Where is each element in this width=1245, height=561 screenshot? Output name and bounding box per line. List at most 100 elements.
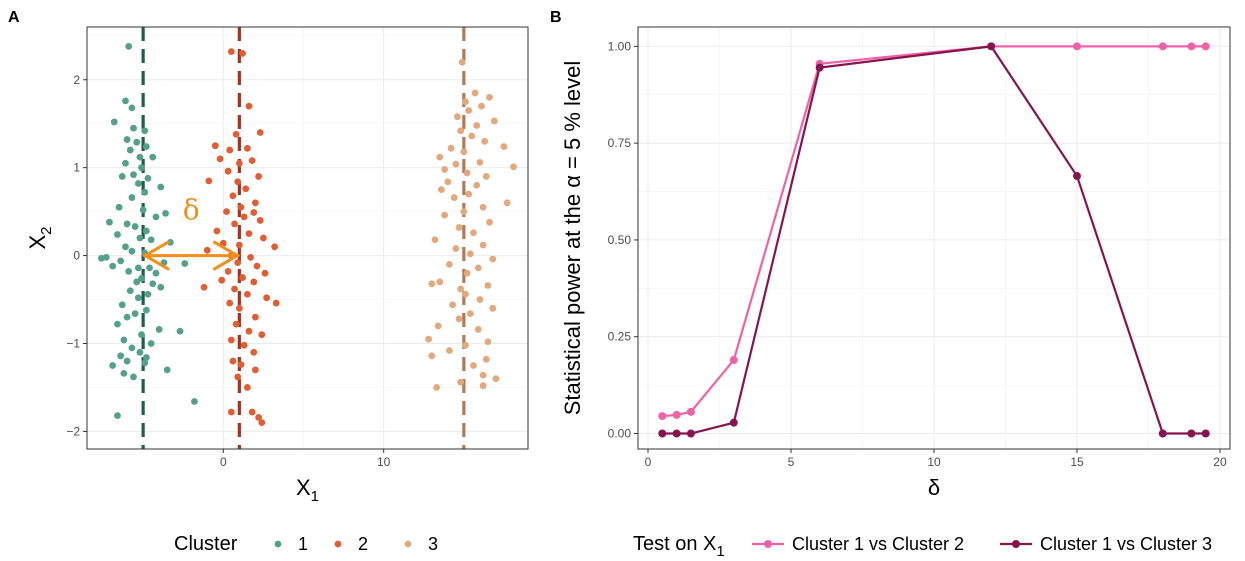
- cluster-3-point: [434, 322, 442, 330]
- series-2-point: [1158, 429, 1167, 438]
- cluster-3-point: [438, 186, 445, 194]
- series-1-point: [1072, 42, 1081, 51]
- cluster-2-point: [224, 167, 232, 175]
- cluster-3-point: [462, 290, 469, 298]
- cluster-3-point: [450, 194, 458, 201]
- series-2-point: [729, 418, 738, 427]
- cluster-3-point: [446, 347, 453, 354]
- cluster-3-point: [436, 278, 444, 286]
- cluster-2-point: [250, 348, 258, 356]
- line-panel-b: 0 5 10 15 20 0.00 0.25 0.50 0.75 1.00 δ Statistic…: [560, 26, 1231, 560]
- cluster-1-point: [191, 398, 198, 405]
- cluster-1-point: [122, 159, 129, 167]
- x-tick-label: 20: [1213, 455, 1227, 469]
- axis-title-subscript: 2: [38, 226, 55, 234]
- cluster-1-point: [118, 301, 126, 309]
- cluster-3-point: [446, 260, 453, 268]
- y-tick-label: 2: [73, 73, 80, 87]
- cluster-3-point: [452, 160, 460, 168]
- cluster-2-point: [223, 208, 230, 216]
- cluster-2-point: [200, 283, 208, 291]
- cluster-1-point: [123, 357, 131, 365]
- legend-key-point-1: [764, 540, 772, 548]
- cluster-3-point: [484, 282, 492, 289]
- cluster-1-point: [98, 254, 105, 262]
- cluster-2-point: [229, 357, 237, 365]
- cluster-3-point: [452, 245, 460, 252]
- cluster-1-point: [130, 171, 137, 179]
- power-series-points: [658, 42, 1210, 438]
- cluster-2-point: [231, 220, 238, 228]
- y-tick-label: −1: [66, 337, 80, 351]
- axis-title-subscript: 1: [716, 543, 724, 560]
- cluster-2-point: [237, 361, 245, 368]
- cluster-3-point: [425, 335, 432, 343]
- cluster-2-point: [251, 366, 259, 374]
- cluster-2-point: [235, 159, 243, 167]
- cluster-3-point: [479, 241, 487, 249]
- cluster-3-point: [466, 250, 474, 258]
- cluster-1-point: [134, 180, 142, 187]
- cluster-2-point: [256, 129, 264, 136]
- cluster-1-point: [130, 373, 137, 381]
- cluster-1-point: [122, 243, 129, 251]
- series-2-point: [987, 42, 996, 51]
- series-1-point: [1187, 42, 1196, 51]
- series-1-point: [1158, 42, 1167, 51]
- cluster-legend: Cluster 1 2 3: [174, 533, 438, 555]
- series-line-2: [662, 45, 1206, 435]
- cluster-2-point: [256, 217, 264, 224]
- cluster-1-point: [152, 213, 160, 221]
- cluster-1-point: [138, 275, 145, 282]
- cluster-2-point: [205, 177, 213, 185]
- cluster-1-point: [138, 164, 145, 172]
- cluster-1-point: [128, 344, 136, 352]
- cluster-2-point: [227, 408, 235, 416]
- cluster-2-point: [245, 102, 253, 110]
- cluster-1-point: [106, 218, 113, 226]
- cluster-3-point: [457, 378, 465, 386]
- cluster-2-point: [232, 320, 240, 328]
- cluster-3-point: [466, 310, 474, 318]
- cluster-1-point: [166, 238, 174, 246]
- cluster-1-point: [142, 227, 150, 235]
- cluster-1-point: [163, 366, 171, 374]
- cluster-2-point: [235, 304, 243, 312]
- series-1-point: [1201, 42, 1210, 51]
- legend-label-cluster-3: 3: [428, 534, 438, 554]
- panel-a-x-axis-title: X1: [296, 475, 319, 505]
- series-2-point: [658, 429, 667, 438]
- cluster-1-point: [176, 327, 184, 335]
- y-tick-label: 1: [73, 161, 80, 175]
- cluster-3-point: [457, 127, 465, 135]
- cluster-3-point: [455, 224, 463, 231]
- legend-key-cluster-3: [404, 540, 412, 548]
- y-tick-label: 0.25: [608, 330, 632, 344]
- x-tick-label: 10: [377, 455, 391, 469]
- cluster-1-point: [109, 262, 117, 270]
- series-2-point: [1201, 429, 1210, 438]
- series-1-point: [658, 412, 667, 421]
- cluster-2-point: [239, 274, 246, 281]
- cluster-3-point: [500, 143, 508, 150]
- cluster-3-point: [444, 178, 452, 186]
- series-2-point: [815, 63, 824, 72]
- series-line-1: [662, 45, 1206, 418]
- delta-arrow: δ: [142, 194, 241, 271]
- cluster-1-point: [114, 412, 121, 419]
- cluster-3-point: [463, 269, 471, 277]
- cluster-3-point: [478, 102, 485, 110]
- cluster-1-point: [110, 118, 118, 126]
- legend-key-point-2: [1012, 540, 1020, 548]
- cluster-3-point: [447, 144, 455, 152]
- series-2-point: [1187, 429, 1196, 438]
- cluster-3-point: [428, 352, 436, 360]
- cluster-2-point: [243, 144, 251, 152]
- cluster-1-point: [141, 127, 149, 135]
- cluster-2-point: [242, 185, 250, 193]
- legend-label-cluster-1: 1: [298, 534, 308, 554]
- cluster-2-point: [251, 199, 259, 207]
- cluster-3-point: [481, 137, 489, 145]
- legend-label-cluster-2: 2: [358, 534, 368, 554]
- cluster-1-point: [123, 220, 131, 228]
